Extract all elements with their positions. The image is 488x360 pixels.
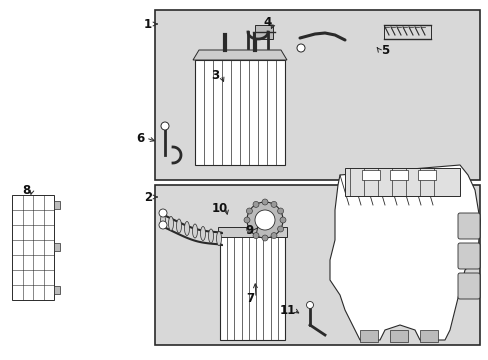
Circle shape bbox=[277, 208, 283, 214]
Circle shape bbox=[246, 202, 283, 238]
Circle shape bbox=[246, 208, 252, 214]
Bar bbox=[195, 60, 285, 165]
Polygon shape bbox=[329, 165, 479, 340]
Text: 9: 9 bbox=[245, 224, 254, 237]
Circle shape bbox=[159, 221, 167, 229]
Ellipse shape bbox=[168, 216, 173, 230]
Circle shape bbox=[262, 235, 267, 241]
Text: 2: 2 bbox=[143, 190, 152, 203]
Bar bbox=[254, 25, 272, 39]
Text: 11: 11 bbox=[279, 303, 296, 316]
FancyBboxPatch shape bbox=[457, 273, 479, 299]
Bar bbox=[54, 286, 60, 294]
FancyBboxPatch shape bbox=[457, 213, 479, 239]
Circle shape bbox=[270, 201, 276, 207]
Circle shape bbox=[306, 302, 313, 309]
Bar bbox=[12, 195, 54, 300]
Circle shape bbox=[280, 217, 285, 223]
Circle shape bbox=[246, 226, 252, 232]
Bar bbox=[155, 185, 479, 345]
Bar bbox=[361, 170, 379, 180]
Polygon shape bbox=[193, 50, 286, 60]
Circle shape bbox=[296, 44, 305, 52]
Bar bbox=[54, 243, 60, 251]
Bar bbox=[345, 168, 459, 196]
Text: 4: 4 bbox=[264, 15, 271, 28]
Bar bbox=[389, 330, 407, 342]
Ellipse shape bbox=[216, 231, 221, 246]
Bar bbox=[389, 170, 407, 180]
Circle shape bbox=[262, 199, 267, 205]
Bar bbox=[359, 330, 377, 342]
Bar bbox=[220, 235, 285, 340]
Circle shape bbox=[254, 210, 274, 230]
Text: 3: 3 bbox=[210, 68, 219, 81]
Bar bbox=[417, 170, 435, 180]
Circle shape bbox=[277, 226, 283, 232]
Circle shape bbox=[161, 122, 169, 130]
Ellipse shape bbox=[160, 214, 165, 228]
Text: 6: 6 bbox=[136, 131, 144, 144]
Ellipse shape bbox=[208, 229, 213, 243]
Text: 7: 7 bbox=[245, 292, 254, 305]
Text: 1: 1 bbox=[143, 18, 152, 31]
Bar bbox=[419, 330, 437, 342]
Bar bbox=[54, 201, 60, 209]
Ellipse shape bbox=[200, 226, 205, 240]
Text: 8: 8 bbox=[22, 184, 30, 197]
Ellipse shape bbox=[184, 221, 189, 235]
Circle shape bbox=[270, 233, 276, 239]
Bar bbox=[383, 25, 430, 39]
Text: 5: 5 bbox=[380, 44, 388, 57]
Circle shape bbox=[159, 209, 167, 217]
Circle shape bbox=[244, 217, 249, 223]
Text: 10: 10 bbox=[211, 202, 228, 215]
Circle shape bbox=[252, 233, 259, 239]
Ellipse shape bbox=[192, 224, 197, 238]
Circle shape bbox=[252, 201, 259, 207]
Ellipse shape bbox=[176, 219, 181, 233]
Bar bbox=[218, 227, 286, 237]
Bar bbox=[155, 10, 479, 180]
FancyBboxPatch shape bbox=[457, 243, 479, 269]
